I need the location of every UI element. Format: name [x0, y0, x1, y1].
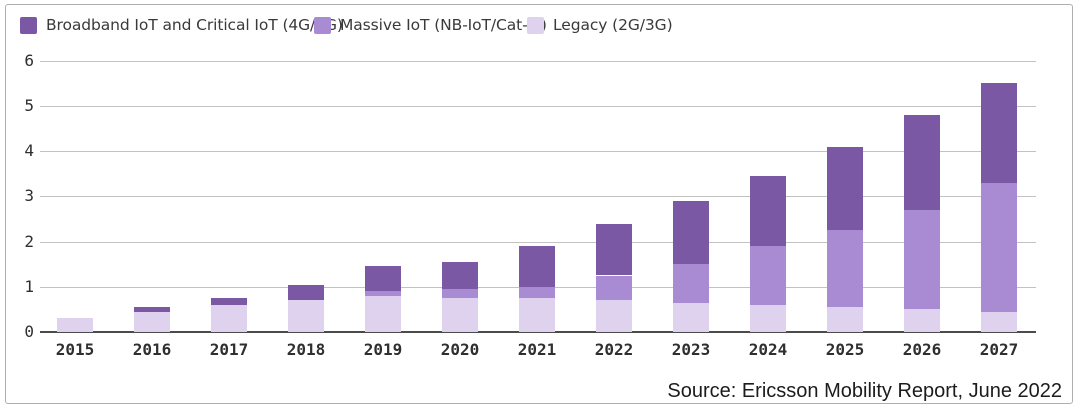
x-axis-label-2017: 2017	[209, 340, 249, 359]
bar-segment-2026-broadband	[904, 115, 940, 210]
bar-segment-2022-broadband	[596, 223, 632, 276]
bar-segment-2025-massive	[827, 230, 863, 308]
bar-2021	[519, 0, 555, 332]
bar-2027	[981, 0, 1017, 332]
bar-segment-2021-broadband	[519, 246, 555, 287]
bar-segment-2023-broadband	[673, 200, 709, 265]
bar-segment-2022-massive	[596, 275, 632, 301]
x-axis-label-2026: 2026	[902, 340, 942, 359]
bar-2015	[57, 0, 93, 332]
bar-segment-2026-legacy	[904, 309, 940, 332]
bar-segment-2026-massive	[904, 209, 940, 310]
bar-2017	[211, 0, 247, 332]
legend-swatch-broadband-iot	[20, 16, 37, 34]
gridline-y6	[40, 60, 1036, 62]
x-axis-label-2018: 2018	[286, 340, 326, 359]
bar-segment-2020-massive	[442, 289, 478, 299]
bar-segment-2023-legacy	[673, 302, 709, 332]
bar-2026	[904, 0, 940, 332]
x-axis-label-2016: 2016	[132, 340, 172, 359]
legend-label-broadband-iot: Broadband IoT and Critical IoT (4G/5G)	[46, 16, 343, 34]
bar-segment-2025-legacy	[827, 307, 863, 332]
bar-segment-2019-legacy	[365, 295, 401, 332]
bar-2018	[288, 0, 324, 332]
bar-segment-2016-broadband	[134, 307, 170, 312]
bar-2020	[442, 0, 478, 332]
legend-item-massive-iot: Massive IoT (NB-IoT/Cat-M)	[314, 16, 547, 34]
bar-segment-2019-broadband	[365, 266, 401, 292]
x-axis-label-2022: 2022	[594, 340, 634, 359]
bar-segment-2015-legacy	[57, 318, 93, 332]
bar-segment-2024-broadband	[750, 176, 786, 247]
bar-segment-2024-massive	[750, 246, 786, 305]
bar-segment-2025-broadband	[827, 146, 863, 231]
bar-segment-2019-massive	[365, 291, 401, 296]
y-axis-tick-label-0: 0	[24, 322, 34, 341]
y-axis-tick-label-4: 4	[24, 141, 34, 161]
bar-segment-2018-broadband	[288, 284, 324, 301]
legend-item-legacy: Legacy (2G/3G)	[527, 16, 673, 34]
bar-segment-2022-legacy	[596, 300, 632, 332]
x-axis-label-2019: 2019	[363, 340, 403, 359]
bar-segment-2018-legacy	[288, 300, 324, 332]
bar-2019	[365, 0, 401, 332]
bar-segment-2021-legacy	[519, 298, 555, 332]
bar-segment-2016-legacy	[134, 311, 170, 332]
gridline-y4	[40, 151, 1036, 153]
gridline-y2	[40, 241, 1036, 243]
bar-2022	[596, 0, 632, 332]
bar-2023	[673, 0, 709, 332]
legend-item-broadband-iot: Broadband IoT and Critical IoT (4G/5G)	[20, 16, 343, 34]
x-axis-label-2015: 2015	[55, 340, 95, 359]
bar-segment-2020-legacy	[442, 298, 478, 332]
x-axis-label-2021: 2021	[517, 340, 557, 359]
legend-swatch-legacy	[527, 16, 544, 34]
y-axis-tick-label-2: 2	[24, 231, 34, 251]
x-axis-label-2023: 2023	[671, 340, 711, 359]
x-axis-label-2020: 2020	[440, 340, 480, 359]
y-axis-tick-label-1: 1	[24, 276, 34, 296]
legend-label-legacy: Legacy (2G/3G)	[553, 16, 673, 34]
bar-segment-2020-broadband	[442, 261, 478, 290]
y-axis-tick-label-6: 6	[24, 50, 34, 70]
gridline-y5	[40, 106, 1036, 107]
legend-label-massive-iot: Massive IoT (NB-IoT/Cat-M)	[340, 16, 547, 34]
bar-segment-2027-massive	[981, 182, 1017, 312]
source-caption: Source: Ericsson Mobility Report, June 2…	[667, 380, 1062, 402]
gridline-y3	[40, 196, 1036, 198]
x-axis-line	[40, 331, 1036, 333]
y-axis-tick-label-3: 3	[24, 186, 34, 206]
bar-2016	[134, 0, 170, 332]
bar-segment-2017-legacy	[211, 304, 247, 332]
bar-2024	[750, 0, 786, 332]
bar-segment-2021-massive	[519, 286, 555, 299]
bar-segment-2027-legacy	[981, 311, 1017, 332]
legend-swatch-massive-iot	[314, 16, 331, 34]
bar-segment-2027-broadband	[981, 83, 1017, 183]
x-axis-label-2025: 2025	[825, 340, 865, 359]
bar-segment-2024-legacy	[750, 304, 786, 332]
y-axis-tick-label-5: 5	[24, 96, 34, 115]
bar-2025	[827, 0, 863, 332]
x-axis-label-2024: 2024	[748, 340, 788, 359]
x-axis-label-2027: 2027	[979, 340, 1019, 359]
bar-segment-2017-broadband	[211, 298, 247, 305]
bar-segment-2023-massive	[673, 264, 709, 303]
